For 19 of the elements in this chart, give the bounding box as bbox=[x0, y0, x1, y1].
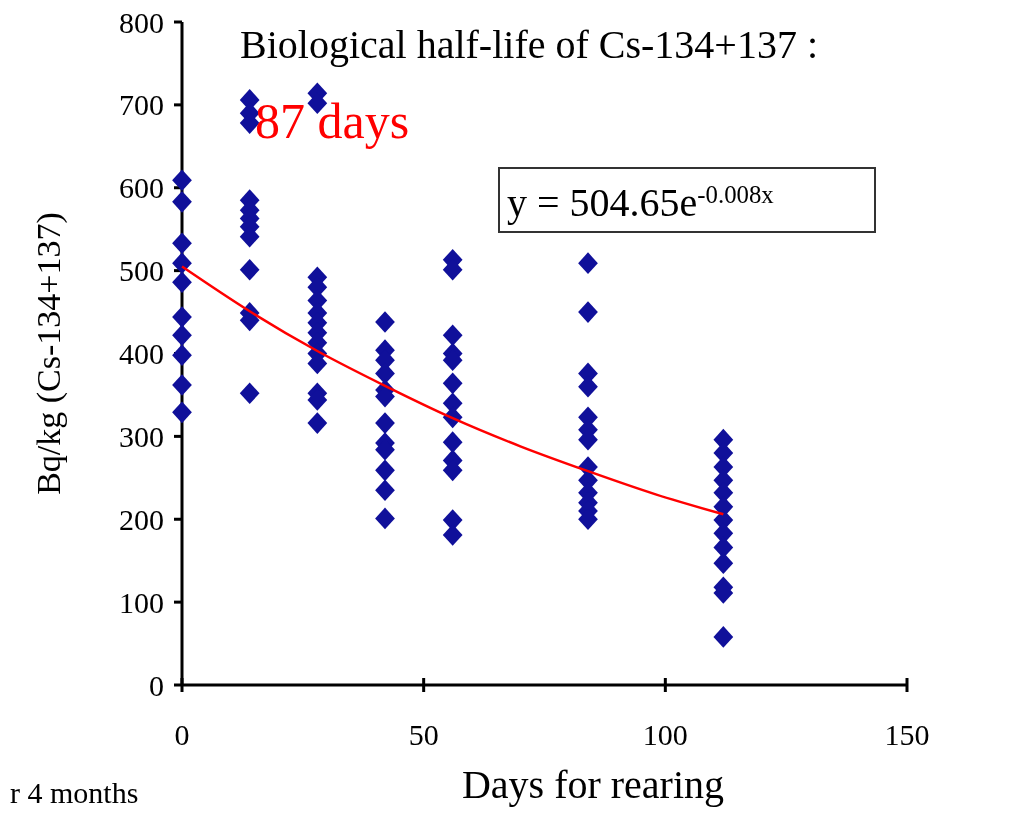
x-tick-label: 100 bbox=[642, 718, 688, 751]
text: r 4 months bbox=[10, 776, 139, 809]
y-tick-label: 700 bbox=[119, 88, 164, 122]
y-tick-label: 600 bbox=[119, 171, 164, 205]
y-tick-label: 0 bbox=[149, 668, 164, 702]
y-tick-label: 300 bbox=[119, 419, 164, 453]
annotation: y = 504.65e$^{-0.008x}$ bbox=[507, 180, 775, 225]
y-axis-title: Bq/kg (Cs-134+137) bbox=[30, 212, 68, 495]
x-tick-label: 0 bbox=[174, 718, 190, 751]
y-tick-label: 200 bbox=[119, 502, 164, 536]
y-tick-label: 800 bbox=[119, 5, 164, 39]
y-tick-label: 400 bbox=[119, 337, 164, 370]
text: 87 days bbox=[255, 93, 410, 149]
x-tick-label: 50 bbox=[408, 718, 439, 751]
y-tick-label: 500 bbox=[119, 254, 164, 288]
y-tick-label: 100 bbox=[119, 585, 164, 619]
chart-title: Biological half-life of Cs-134+137 : bbox=[240, 22, 819, 67]
x-tick-label: 150 bbox=[884, 718, 930, 751]
x-axis-title: Days for rearing bbox=[461, 762, 725, 807]
